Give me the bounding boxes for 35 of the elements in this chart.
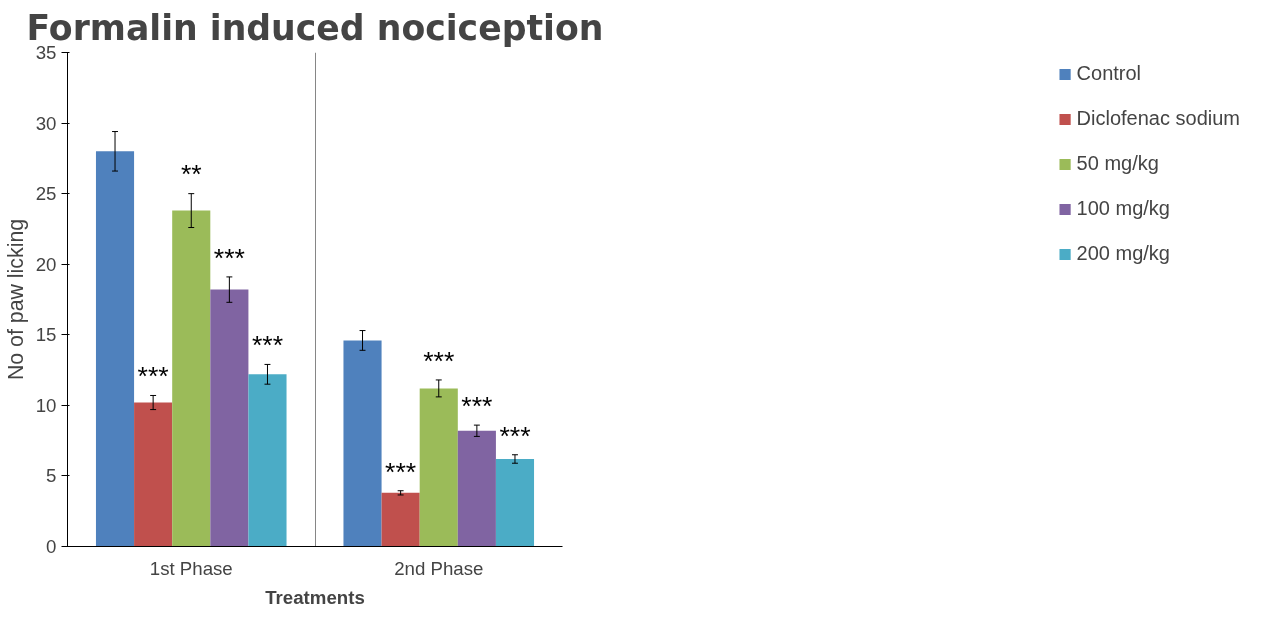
bar: [248, 374, 287, 547]
x-tick-label: 2nd Phase: [394, 557, 484, 579]
bar: [495, 458, 535, 547]
y-tick-label: 0: [46, 536, 57, 557]
legend-label: Control: [1076, 62, 1142, 85]
y-tick-label: 5: [46, 465, 57, 487]
y-tick-label: 35: [35, 42, 57, 63]
legend-label: 200 mg/kg: [1076, 242, 1170, 265]
bar: [419, 388, 458, 547]
y-tick-label: 15: [35, 324, 57, 346]
data-label: ***: [423, 345, 455, 376]
data-label: ***: [213, 242, 245, 273]
data-label: ***: [499, 420, 531, 451]
data-label: ***: [251, 330, 284, 361]
x-axis-title: Treatments: [265, 586, 365, 608]
data-label: ***: [385, 456, 417, 487]
bar: [134, 402, 173, 547]
bar: [381, 492, 420, 547]
y-tick-label: 10: [35, 394, 57, 416]
y-tick-label: 30: [35, 112, 57, 134]
bar: [210, 289, 249, 547]
bar: [95, 151, 135, 547]
legend-label: Diclofenac sodium: [1076, 107, 1240, 130]
y-axis-title: No of paw licking: [3, 218, 28, 381]
legend-label: 50 mg/kg: [1076, 152, 1159, 175]
data-label: ***: [461, 390, 493, 421]
x-tick-label: 1st Phase: [149, 557, 233, 579]
bar: [343, 340, 382, 547]
data-label: **: [180, 159, 202, 190]
bar: [457, 430, 496, 547]
y-tick-label: 25: [35, 183, 57, 205]
y-tick-label: 20: [35, 253, 57, 275]
data-label: ***: [137, 361, 169, 392]
bar: [172, 210, 211, 547]
legend-label: 100 mg/kg: [1076, 197, 1170, 220]
